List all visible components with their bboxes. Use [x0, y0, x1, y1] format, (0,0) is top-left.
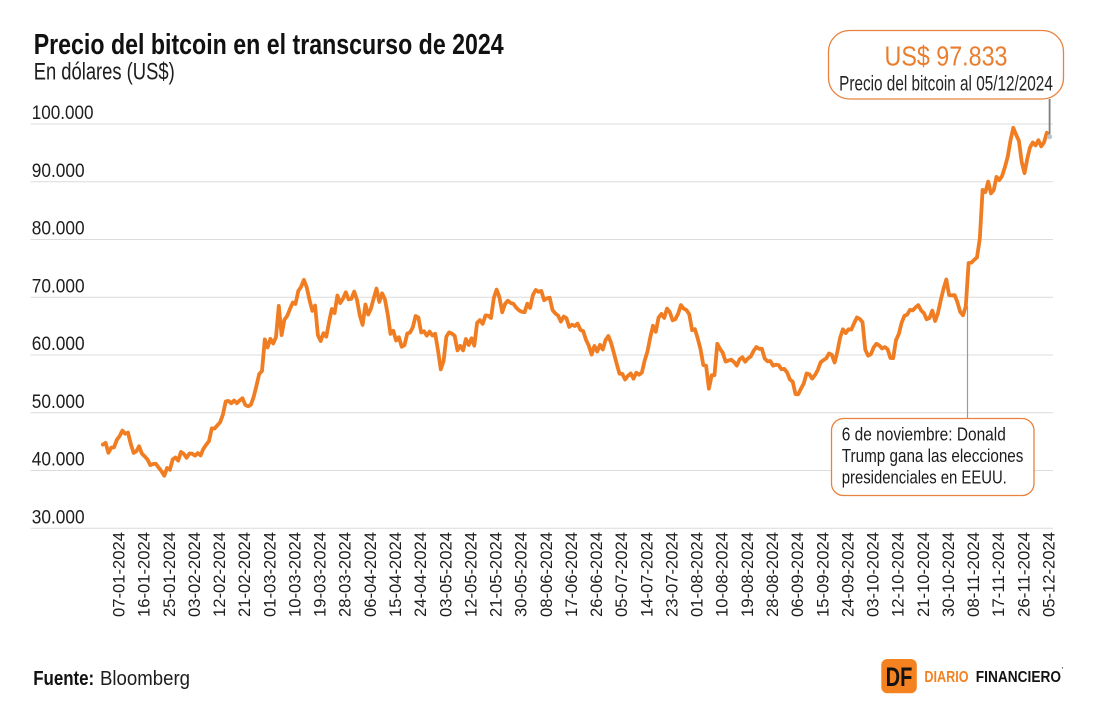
svg-text:FINANCIERO: FINANCIERO: [976, 669, 1061, 686]
svg-text:19-03-2024: 19-03-2024: [312, 532, 330, 617]
svg-text:15-04-2024: 15-04-2024: [387, 532, 405, 617]
svg-text:60.000: 60.000: [32, 333, 85, 355]
svg-text:100.000: 100.000: [32, 102, 94, 124]
svg-text:12-05-2024: 12-05-2024: [462, 532, 480, 617]
svg-text:26-11-2024: 26-11-2024: [1015, 532, 1033, 617]
svg-text:US$ 97.833: US$ 97.833: [885, 40, 1008, 71]
svg-text:30.000: 30.000: [32, 506, 85, 528]
svg-text:24-09-2024: 24-09-2024: [839, 532, 857, 617]
svg-text:80.000: 80.000: [32, 218, 85, 240]
svg-text:19-08-2024: 19-08-2024: [739, 532, 757, 617]
svg-text:90.000: 90.000: [32, 160, 85, 182]
svg-text:08-11-2024: 08-11-2024: [965, 532, 983, 617]
svg-text:17-06-2024: 17-06-2024: [563, 532, 581, 617]
svg-text:03-05-2024: 03-05-2024: [437, 532, 455, 617]
svg-text:12-02-2024: 12-02-2024: [211, 532, 229, 617]
svg-text:Fuente:: Fuente:: [33, 668, 94, 690]
svg-text:24-04-2024: 24-04-2024: [412, 532, 430, 617]
svg-text:05-07-2024: 05-07-2024: [613, 532, 631, 617]
svg-text:23-07-2024: 23-07-2024: [664, 532, 682, 617]
svg-text:10-08-2024: 10-08-2024: [714, 532, 732, 617]
svg-text:Precio del bitcoin al 05/12/20: Precio del bitcoin al 05/12/2024: [839, 72, 1053, 95]
svg-text:6 de noviembre: Donald: 6 de noviembre: Donald: [842, 425, 1006, 445]
svg-text:28-08-2024: 28-08-2024: [764, 532, 782, 617]
svg-text:70.000: 70.000: [32, 275, 85, 297]
svg-text:21-02-2024: 21-02-2024: [236, 532, 254, 617]
svg-text:DIARIO: DIARIO: [924, 669, 968, 686]
svg-text:15-09-2024: 15-09-2024: [814, 532, 832, 617]
svg-text:05-12-2024: 05-12-2024: [1041, 532, 1059, 617]
svg-text:14-07-2024: 14-07-2024: [638, 532, 656, 617]
svg-text:03-10-2024: 03-10-2024: [865, 532, 883, 617]
svg-text:21-10-2024: 21-10-2024: [915, 532, 933, 617]
svg-text:16-01-2024: 16-01-2024: [136, 532, 154, 617]
svg-text:21-05-2024: 21-05-2024: [488, 532, 506, 617]
svg-text:08-06-2024: 08-06-2024: [538, 532, 556, 617]
svg-text:': ': [1062, 666, 1064, 675]
svg-text:30-05-2024: 30-05-2024: [513, 532, 531, 617]
svg-text:01-03-2024: 01-03-2024: [261, 532, 279, 617]
svg-text:Bloomberg: Bloomberg: [100, 668, 190, 690]
svg-text:03-02-2024: 03-02-2024: [186, 532, 204, 617]
svg-text:17-11-2024: 17-11-2024: [990, 532, 1008, 617]
svg-text:01-08-2024: 01-08-2024: [689, 532, 707, 617]
svg-text:Trump gana las elecciones: Trump gana las elecciones: [842, 446, 1024, 466]
svg-text:10-03-2024: 10-03-2024: [286, 532, 304, 617]
svg-text:40.000: 40.000: [32, 449, 85, 471]
svg-text:07-01-2024: 07-01-2024: [111, 532, 129, 617]
svg-text:06-04-2024: 06-04-2024: [362, 532, 380, 617]
svg-text:En dólares (US$): En dólares (US$): [34, 58, 175, 85]
svg-text:28-03-2024: 28-03-2024: [337, 532, 355, 617]
svg-text:12-10-2024: 12-10-2024: [890, 532, 908, 617]
svg-text:26-06-2024: 26-06-2024: [588, 532, 606, 617]
svg-text:Precio del bitcoin en el trans: Precio del bitcoin en el transcurso de 2…: [34, 29, 504, 61]
svg-text:06-09-2024: 06-09-2024: [789, 532, 807, 617]
svg-text:50.000: 50.000: [32, 391, 85, 413]
svg-text:DF: DF: [886, 662, 913, 692]
svg-text:presidenciales en EEUU.: presidenciales en EEUU.: [842, 468, 1007, 488]
svg-text:30-10-2024: 30-10-2024: [940, 532, 958, 617]
svg-text:25-01-2024: 25-01-2024: [161, 532, 179, 617]
